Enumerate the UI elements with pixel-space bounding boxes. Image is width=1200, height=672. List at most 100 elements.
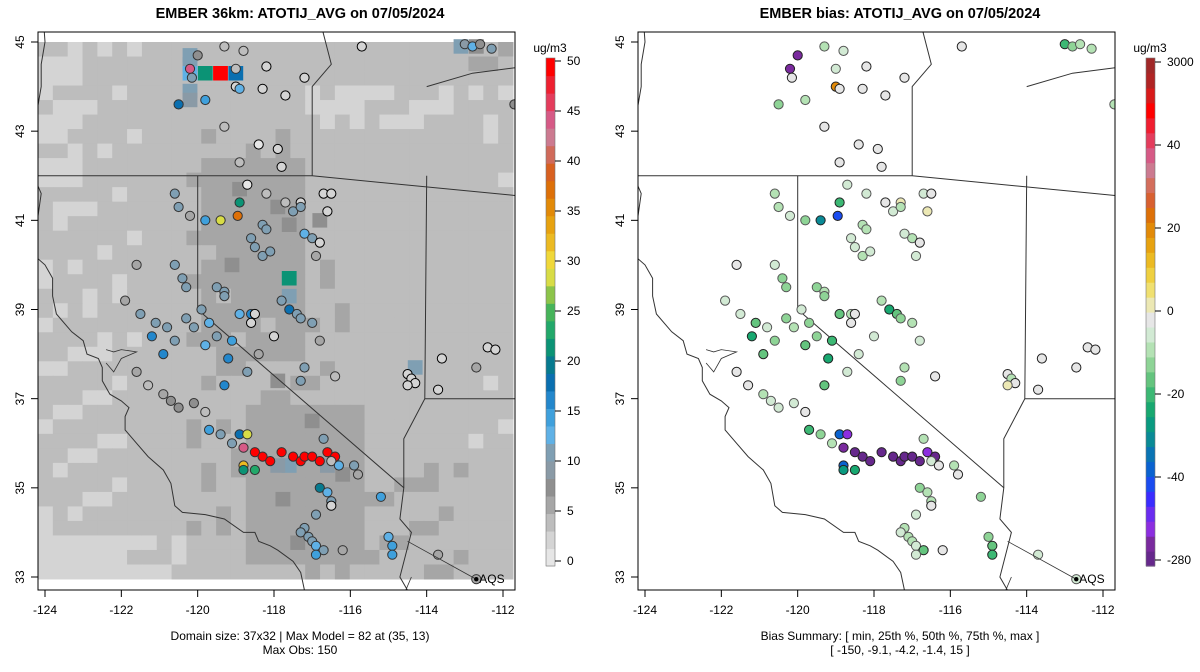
model-grid-cell	[171, 172, 187, 188]
model-grid-cell	[394, 346, 410, 362]
model-grid-cell	[290, 346, 306, 362]
model-grid-cell	[245, 42, 262, 58]
model-grid-cell	[423, 535, 440, 551]
model-grid-cell	[38, 158, 54, 174]
model-grid-cell	[468, 549, 484, 565]
model-grid-cell	[127, 85, 143, 101]
model-grid-cell	[216, 317, 232, 333]
model-bay-outline	[105, 349, 139, 373]
model-grid-cell	[409, 114, 425, 130]
model-grid-cell	[423, 520, 440, 536]
model-grid-cell	[320, 71, 336, 87]
model-state-boundary	[426, 67, 515, 88]
bias-station-point	[819, 121, 830, 132]
model-station-point	[169, 335, 180, 346]
model-station-point	[402, 380, 413, 391]
bias-station-point	[1002, 380, 1013, 391]
model-grid-cell	[245, 491, 262, 507]
model-grid-cell	[468, 433, 484, 449]
model-grid-cell	[379, 245, 395, 261]
model-station-point	[226, 335, 238, 346]
model-grid-cell	[52, 303, 69, 319]
model-grid-cell	[230, 390, 247, 406]
model-grid-cell	[349, 419, 366, 435]
model-grid-cell	[409, 332, 425, 348]
model-grid-cell	[97, 491, 113, 507]
model-grid-cell	[112, 491, 128, 507]
model-grid-cell	[245, 506, 262, 522]
model-grid-cell	[334, 288, 351, 304]
bias-station-point	[846, 317, 857, 328]
bias-colorbar-swatch	[1146, 506, 1155, 522]
model-grid-cell	[82, 549, 98, 565]
model-grid-cell	[468, 317, 484, 333]
model-colorbar-swatch	[546, 268, 555, 287]
model-grid-cell	[156, 448, 173, 464]
model-grid-cell	[453, 71, 469, 87]
model-grid-cell	[394, 448, 410, 464]
model-grid-cell	[305, 158, 321, 174]
model-colorbar-swatch	[546, 513, 555, 532]
model-grid-cell	[245, 375, 262, 391]
model-grid-cell	[97, 216, 113, 232]
model-grid-cell	[305, 564, 321, 580]
model-grid-cell	[423, 201, 440, 217]
model-grid-cell	[171, 230, 187, 246]
model-grid-cell	[127, 288, 143, 304]
model-grid-cell	[438, 404, 455, 420]
model-grid-cell	[290, 42, 306, 58]
model-grid-cell	[186, 375, 202, 391]
model-grid-cell	[97, 303, 113, 319]
model-grid-cell	[245, 288, 262, 304]
model-grid-cell	[67, 375, 84, 391]
model-grid-cell	[453, 317, 469, 333]
model-grid-cell	[349, 85, 366, 101]
model-grid-cell	[498, 477, 514, 493]
model-grid-cell	[379, 114, 395, 130]
bias-colorbar-swatch	[1146, 356, 1155, 373]
bias-station-point	[849, 242, 860, 253]
model-grid-cell	[409, 433, 425, 449]
model-grid-cell	[230, 274, 247, 290]
model-grid-cell	[423, 143, 440, 159]
model-grid-cell	[112, 143, 128, 159]
model-grid-cell	[483, 201, 499, 217]
model-grid-cell	[409, 535, 425, 551]
model-grid-cell	[275, 71, 291, 87]
model-grid-cell	[290, 564, 306, 580]
bias-colorbar-unit: ug/m3	[1133, 41, 1167, 55]
model-station-point	[383, 531, 394, 543]
model-grid-cell	[82, 114, 98, 130]
model-station-point	[261, 224, 272, 235]
model-grid-cell	[52, 42, 69, 58]
bias-colorbar-swatch	[1146, 446, 1155, 463]
model-grid-cell	[453, 346, 469, 362]
model-grid-cell	[468, 303, 484, 319]
model-colorbar-swatch	[546, 93, 555, 112]
bias-station-point	[876, 447, 887, 458]
bias-colorbar-swatch	[1146, 282, 1155, 298]
model-grid-cell	[364, 549, 380, 565]
model-grid-cell	[112, 404, 128, 420]
bias-map: AQS -124 -122 -120 -118 -116 -114 -112 33 35 37 39 4…	[613, 31, 1194, 617]
model-grid-cell	[52, 375, 69, 391]
model-grid-cell	[334, 404, 351, 420]
model-grid-cell	[394, 42, 410, 58]
model-grid-cell	[97, 332, 113, 348]
model-grid-cell	[156, 56, 173, 72]
model-grid-cell	[379, 187, 395, 203]
model-station-point	[509, 99, 515, 110]
model-grid-cell	[379, 71, 395, 87]
model-grid-cell	[97, 317, 113, 333]
model-grid-cell	[349, 100, 366, 116]
bias-station-point	[765, 395, 776, 406]
model-grid-cell	[52, 462, 69, 478]
model-grid-cell	[453, 245, 469, 261]
model-grid-cell	[67, 448, 84, 464]
model-grid-cell	[498, 361, 514, 377]
model-grid-cell	[320, 85, 336, 101]
model-grid-cell	[394, 564, 410, 580]
model-station-point	[326, 500, 337, 511]
bias-station-point	[769, 335, 780, 346]
model-grid-cell	[38, 71, 54, 87]
